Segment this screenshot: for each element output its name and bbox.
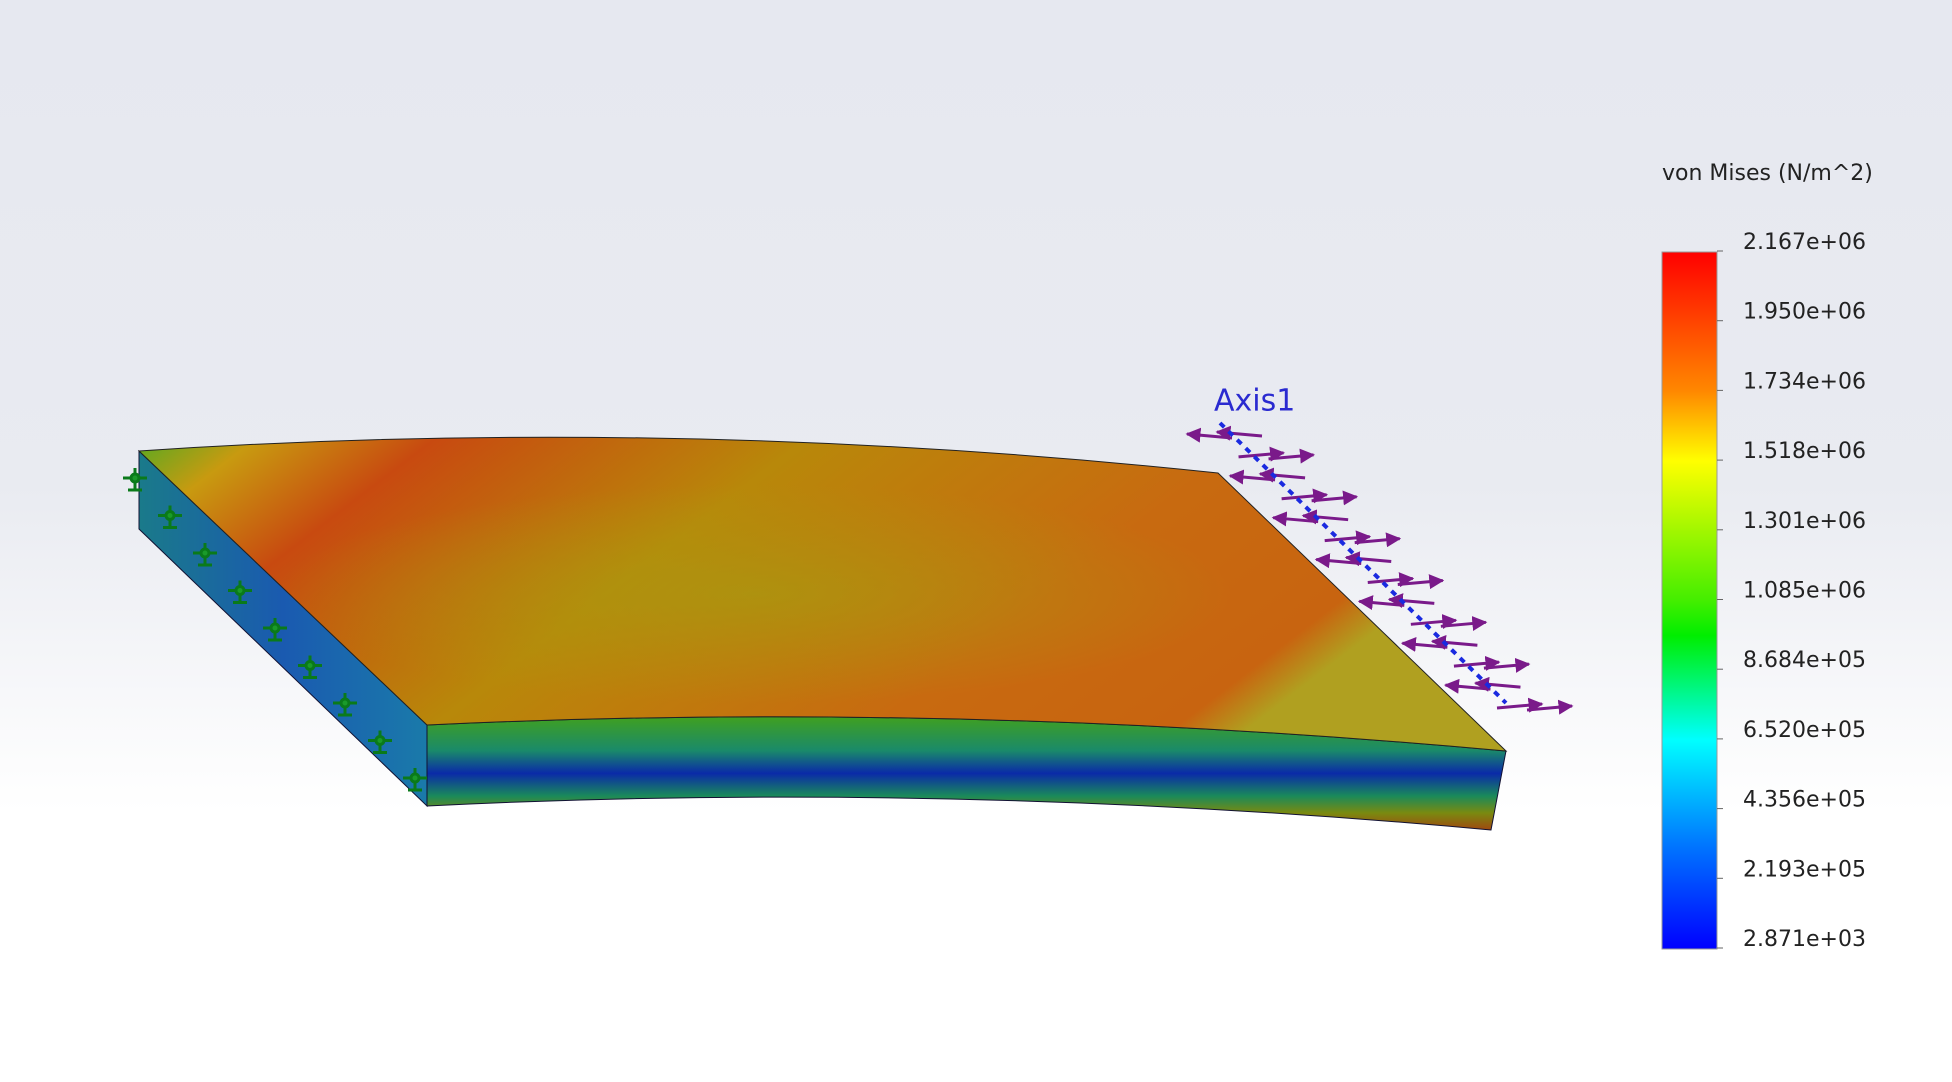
legend-title: von Mises (N/m^2) (1662, 161, 1873, 186)
legend-ticks: 2.167e+06 1.950e+06 1.734e+06 1.518e+06 1.30… (1717, 230, 1866, 952)
loads (1185, 425, 1574, 715)
load-arrow (1440, 616, 1488, 631)
axis-label: Axis1 (1214, 384, 1295, 419)
fixture-dot (164, 510, 176, 521)
fixtures (123, 468, 427, 792)
load-arrow (1400, 636, 1448, 652)
load-arrow (1185, 427, 1233, 443)
legend-tick-label: 6.520e+05 (1743, 718, 1866, 743)
load-arrow (1397, 574, 1445, 590)
load-arrow (1443, 678, 1491, 694)
load-arrow (1281, 488, 1329, 504)
legend-tick-label: 1.518e+06 (1743, 439, 1866, 464)
load-arrow (1473, 676, 1521, 692)
load-arrow (1215, 425, 1263, 441)
load-arrow (1410, 614, 1458, 629)
load-arrow (1387, 593, 1435, 609)
legend-tick-label: 1.085e+06 (1743, 579, 1866, 604)
load-arrow (1228, 469, 1276, 485)
legend-tick-label: 1.301e+06 (1743, 509, 1866, 534)
load-arrow (1258, 467, 1306, 483)
legend-tick-label: 2.193e+05 (1743, 857, 1866, 882)
plate-top-shade (139, 437, 1506, 751)
fixture-dot (269, 622, 281, 634)
legend-tick-label: 8.684e+05 (1743, 648, 1866, 673)
fixture-dot (129, 472, 141, 484)
load-arrow (1526, 699, 1574, 715)
load-arrow (1453, 655, 1501, 671)
load-arrow (1324, 530, 1372, 546)
load-arrow (1430, 634, 1478, 650)
color-bar (1661, 251, 1718, 950)
load-arrow (1268, 448, 1316, 464)
legend-tick-label: 4.356e+05 (1743, 788, 1866, 813)
load-arrow (1271, 511, 1319, 527)
fixture-dot (234, 585, 246, 596)
load-arrow (1357, 595, 1405, 611)
load-arrow (1496, 697, 1544, 713)
fixture-dot (339, 697, 351, 709)
legend-tick-label: 2.871e+03 (1743, 927, 1866, 952)
legend-tick-label: 2.167e+06 (1743, 230, 1866, 255)
load-arrow (1344, 551, 1392, 567)
load-arrow (1301, 509, 1349, 525)
load-arrow (1483, 657, 1531, 673)
load-arrow (1238, 446, 1286, 462)
load-arrow (1311, 490, 1359, 506)
load-arrow (1367, 572, 1415, 588)
fixture-dot (409, 772, 421, 784)
fixture-dot (199, 547, 211, 559)
legend-tick-label: 1.950e+06 (1743, 300, 1866, 325)
fixture-dot (374, 735, 386, 746)
fixture-dot (304, 660, 316, 671)
load-arrow (1354, 532, 1402, 548)
legend-tick-label: 1.734e+06 (1743, 369, 1866, 394)
load-arrow (1314, 553, 1362, 569)
